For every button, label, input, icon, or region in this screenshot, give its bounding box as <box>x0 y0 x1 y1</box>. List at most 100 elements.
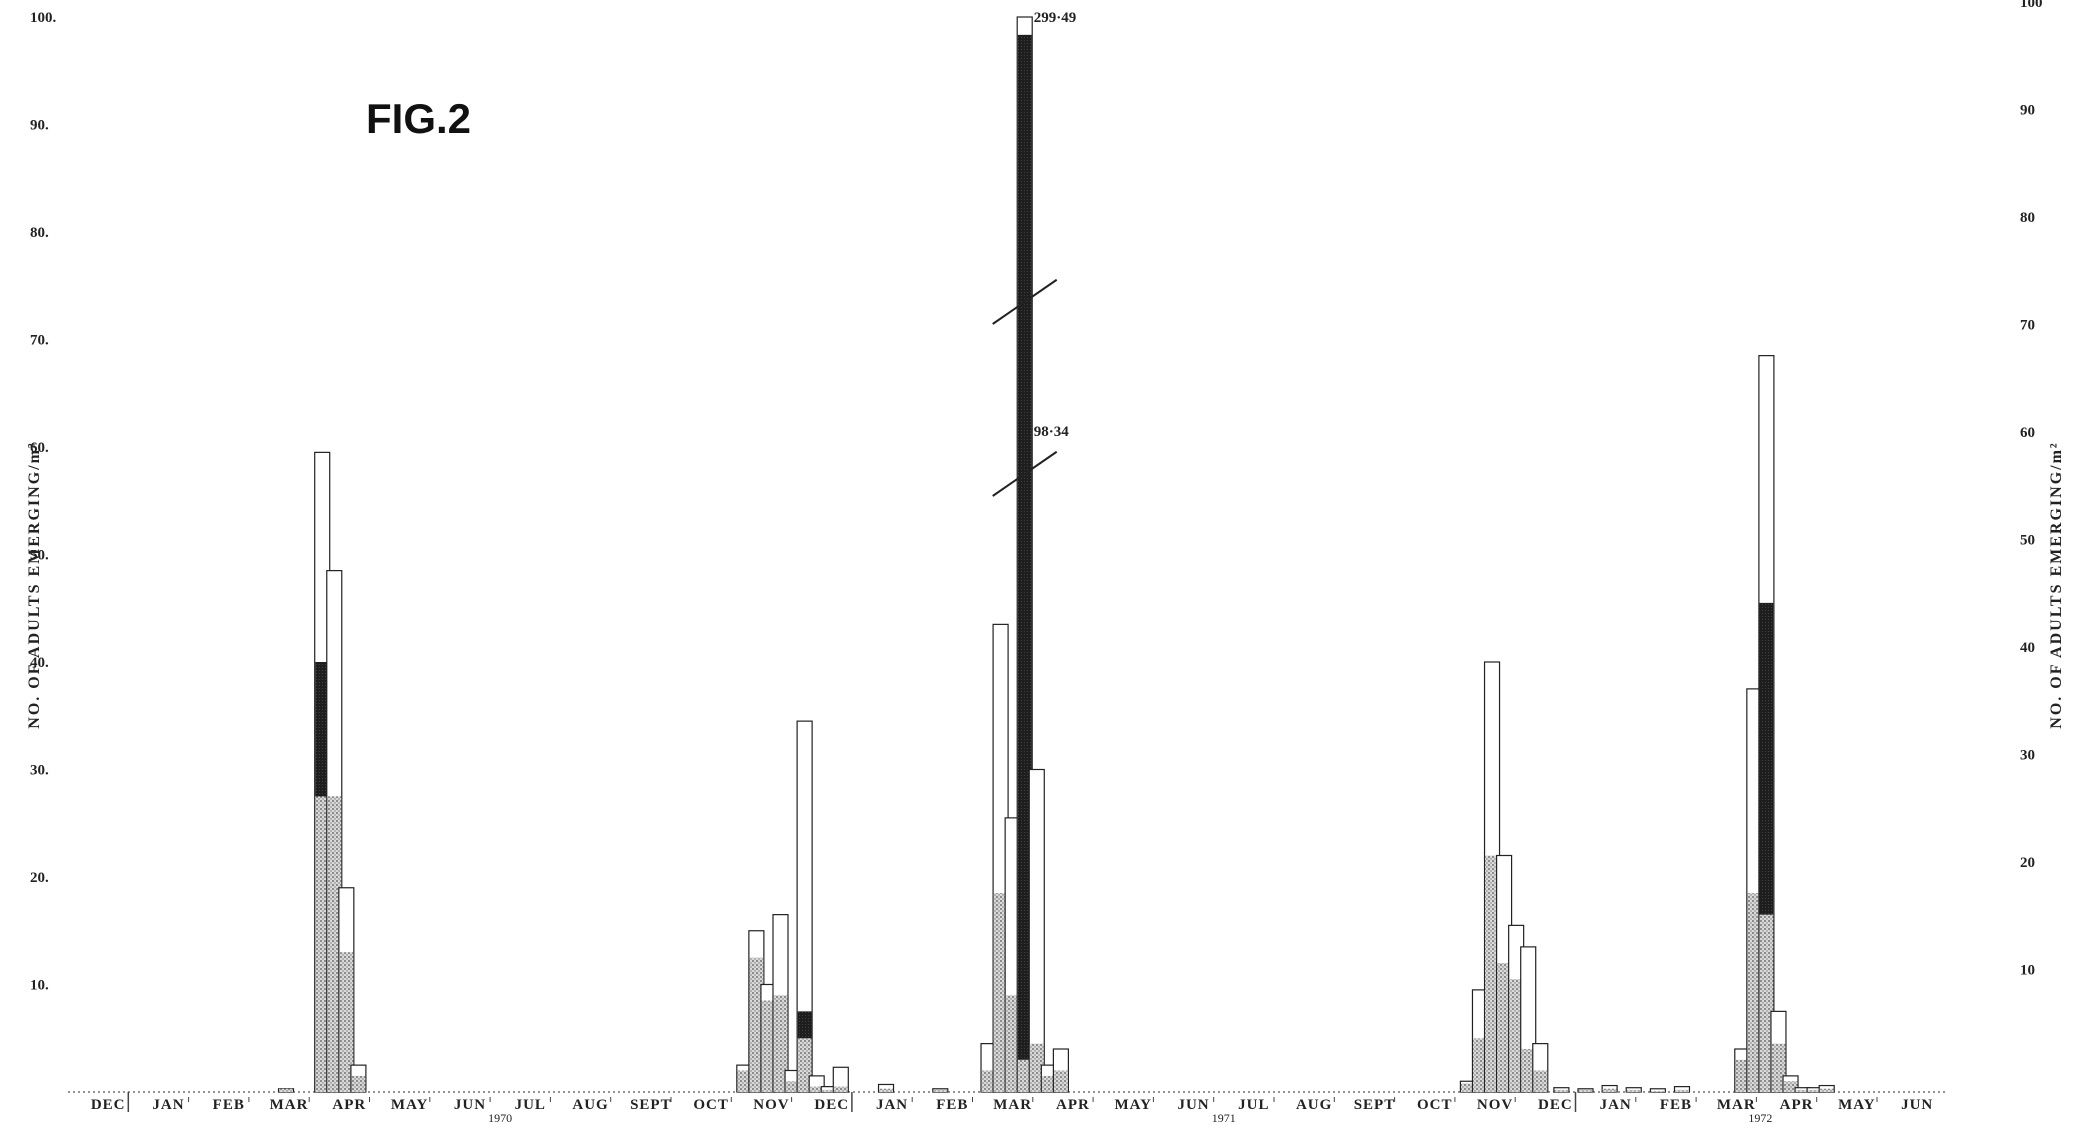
y-tick-label-right: 50 <box>2020 533 2035 549</box>
bar-shaded <box>351 1075 366 1092</box>
x-tick-label: APR <box>1056 1097 1090 1113</box>
x-tick-label: DEC <box>1538 1097 1573 1113</box>
x-tick-label: OCT <box>693 1097 729 1113</box>
x-tick-label: APR <box>332 1097 366 1113</box>
x-tick-label: DEC <box>814 1097 849 1113</box>
bar-shaded <box>1771 1043 1786 1092</box>
y-tick-label-right: 10 <box>2020 963 2035 979</box>
bar-shaded <box>1675 1089 1689 1092</box>
bar-shaded <box>1747 893 1762 1092</box>
bar-shaded <box>1759 914 1774 1092</box>
y-tick-label-left: 100. <box>30 10 57 26</box>
bar-shaded <box>279 1088 293 1092</box>
bar-shaded <box>821 1089 836 1092</box>
y-tick-label-right: 90 <box>2020 103 2035 119</box>
y-tick-label-left: 50. <box>30 548 49 564</box>
bar-shaded <box>1807 1089 1822 1092</box>
x-tick-label: JAN <box>1600 1097 1632 1113</box>
y-tick-label-left: 20. <box>30 870 49 886</box>
x-tick-label: AUG <box>1296 1097 1332 1113</box>
y-axis-label-right: NO. OF ADULTS EMERGING/m² <box>2048 441 2065 728</box>
bar-shaded <box>785 1081 800 1092</box>
bar-shaded <box>809 1086 824 1092</box>
y-tick-label-left: 90. <box>30 118 49 134</box>
x-tick-label: FEB <box>213 1097 245 1113</box>
bar-shaded <box>1005 995 1020 1092</box>
x-tick-label: JUL <box>515 1097 546 1113</box>
bar-shaded <box>1650 1090 1665 1092</box>
x-tick-label: NOV <box>1477 1097 1513 1113</box>
y-tick-label-left: 60. <box>30 440 49 456</box>
y-tick-label-right: 80 <box>2020 210 2035 226</box>
x-tick-label: JUN <box>1901 1097 1933 1113</box>
y-tick-label-right: 60 <box>2020 425 2035 441</box>
y-tick-label-left: 30. <box>30 763 49 779</box>
bar-shaded <box>315 796 330 1092</box>
bar-shaded <box>833 1086 848 1092</box>
bar-shaded <box>1041 1075 1056 1092</box>
bar-shaded <box>1735 1059 1750 1092</box>
bar-shaded <box>1521 1049 1536 1092</box>
x-tick-label: FEB <box>936 1097 968 1113</box>
bar-shaded <box>339 952 354 1092</box>
x-tick-label: JUN <box>454 1097 486 1113</box>
bar-shaded <box>1602 1088 1617 1092</box>
bar-shaded <box>1819 1088 1834 1092</box>
bar-shaded <box>981 1070 996 1092</box>
bar-shaded <box>737 1070 752 1092</box>
bar-shaded <box>1473 1038 1487 1092</box>
x-tick-label: JUN <box>1177 1097 1209 1113</box>
y-axis-label-left: NO. OF ADULTS EMERGING/m² <box>26 441 43 728</box>
x-tick-label: MAR <box>270 1097 309 1113</box>
bar-shaded <box>797 1038 812 1092</box>
x-tick-label: JAN <box>152 1097 184 1113</box>
axis-break-mark <box>992 278 1058 325</box>
y-tick-label-right: 70 <box>2020 318 2035 334</box>
x-tick-label: SEPT <box>630 1097 672 1113</box>
y-tick-label-right: 20 <box>2020 855 2035 871</box>
x-tick-label: APR <box>1780 1097 1814 1113</box>
bar-shaded <box>1017 1059 1032 1092</box>
x-tick-label: MAR <box>1717 1097 1756 1113</box>
bar-shaded <box>761 1000 776 1092</box>
bar-shaded <box>1053 1070 1068 1092</box>
x-tick-label: SEPT <box>1354 1097 1396 1113</box>
bar-shaded <box>933 1089 948 1092</box>
x-tick-label: MAY <box>1115 1097 1152 1113</box>
year-label: 1970 <box>488 1111 512 1125</box>
bar-shaded <box>1578 1089 1593 1092</box>
x-tick-label: DEC <box>91 1097 126 1113</box>
bar-shaded <box>879 1088 893 1092</box>
year-label: 1971 <box>1212 1111 1236 1125</box>
x-tick-label: JUL <box>1238 1097 1269 1113</box>
x-tick-label: FEB <box>1660 1097 1692 1113</box>
bar-shaded <box>1626 1089 1641 1092</box>
bar-shaded <box>1783 1081 1798 1092</box>
bar-value-annotation: 98·34 <box>1034 424 1070 440</box>
bar-shaded <box>1497 963 1511 1092</box>
year-label: 1972 <box>1748 1111 1772 1125</box>
x-tick-label: OCT <box>1417 1097 1453 1113</box>
bar-value-annotation: 299·49 <box>1034 10 1077 26</box>
bar-shaded <box>1461 1083 1475 1092</box>
bar-shaded <box>1533 1070 1548 1092</box>
bar-shaded <box>1029 1043 1044 1092</box>
y-tick-label-right: 30 <box>2020 748 2035 764</box>
chart-title: FIG.2 <box>366 95 471 142</box>
y-tick-label-right: 100 <box>2020 0 2043 11</box>
x-tick-label: MAY <box>391 1097 428 1113</box>
bar-shaded <box>749 957 764 1092</box>
bar-shaded <box>773 995 788 1092</box>
bar-shaded <box>327 796 342 1092</box>
bar-shaded <box>1795 1089 1810 1092</box>
bar-shaded <box>1485 855 1499 1092</box>
y-tick-label-left: 10. <box>30 978 49 994</box>
x-tick-label: AUG <box>572 1097 608 1113</box>
x-tick-label: MAR <box>993 1097 1032 1113</box>
bar-shaded <box>1554 1089 1569 1092</box>
x-tick-label: NOV <box>753 1097 789 1113</box>
bar-shaded <box>993 893 1008 1092</box>
y-tick-label-left: 80. <box>30 225 49 241</box>
bar-shaded <box>1509 979 1524 1092</box>
